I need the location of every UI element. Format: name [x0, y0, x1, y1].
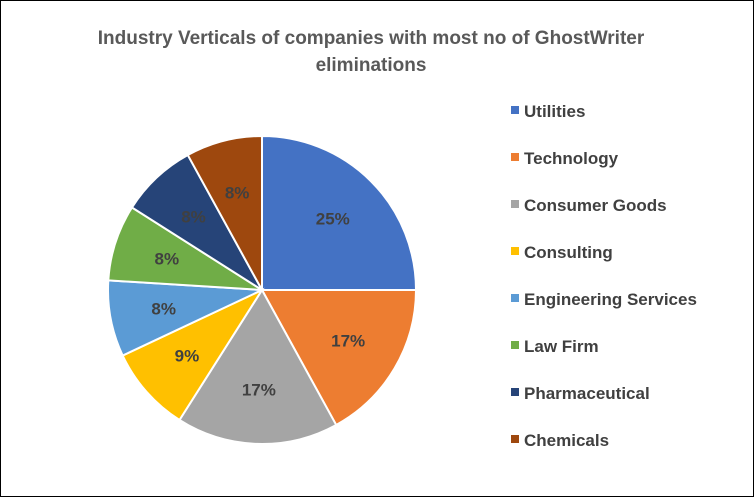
- data-label-consumer-goods: 17%: [242, 381, 276, 400]
- data-label-engineering-services: 8%: [151, 299, 176, 318]
- legend-swatch: [511, 388, 519, 396]
- data-label-utilities: 25%: [316, 210, 350, 229]
- pie-slices: [107, 134, 418, 445]
- legend-swatch: [511, 435, 519, 443]
- data-label-chemicals: 8%: [225, 184, 250, 203]
- legend-label: Consumer Goods: [524, 196, 667, 215]
- pie-slice-chemicals: [186, 134, 263, 291]
- pie-data-labels: 25% 17% 17% 9% 8% 8% 8% 8%: [151, 184, 365, 400]
- data-label-law-firm: 8%: [155, 250, 180, 269]
- legend-label: Pharmaceutical: [524, 384, 650, 403]
- pie-slice-utilities: [261, 134, 418, 291]
- legend-swatch: [511, 341, 519, 349]
- legend-label: Utilities: [524, 102, 586, 121]
- pie-slice-technology: [260, 289, 418, 427]
- data-label-technology: 17%: [331, 331, 365, 350]
- legend-swatch: [511, 153, 519, 161]
- legend-swatch: [511, 200, 519, 208]
- legend-swatch: [511, 106, 519, 114]
- data-label-consulting: 9%: [175, 347, 200, 366]
- legend-swatch: [511, 294, 519, 302]
- legend-label: Chemicals: [524, 431, 610, 450]
- legend-label: Consulting: [524, 243, 613, 262]
- chart-title: Industry Verticals of companies with mos…: [97, 28, 645, 76]
- legend-swatch: [511, 247, 519, 255]
- legend-label: Engineering Services: [524, 290, 697, 309]
- pie-slice-consumer-goods: [178, 288, 338, 445]
- legend-label: Law Firm: [524, 337, 599, 356]
- data-label-pharmaceutical: 8%: [181, 208, 206, 227]
- legend-label: Technology: [524, 149, 619, 168]
- pie-slice-consulting: [121, 287, 265, 422]
